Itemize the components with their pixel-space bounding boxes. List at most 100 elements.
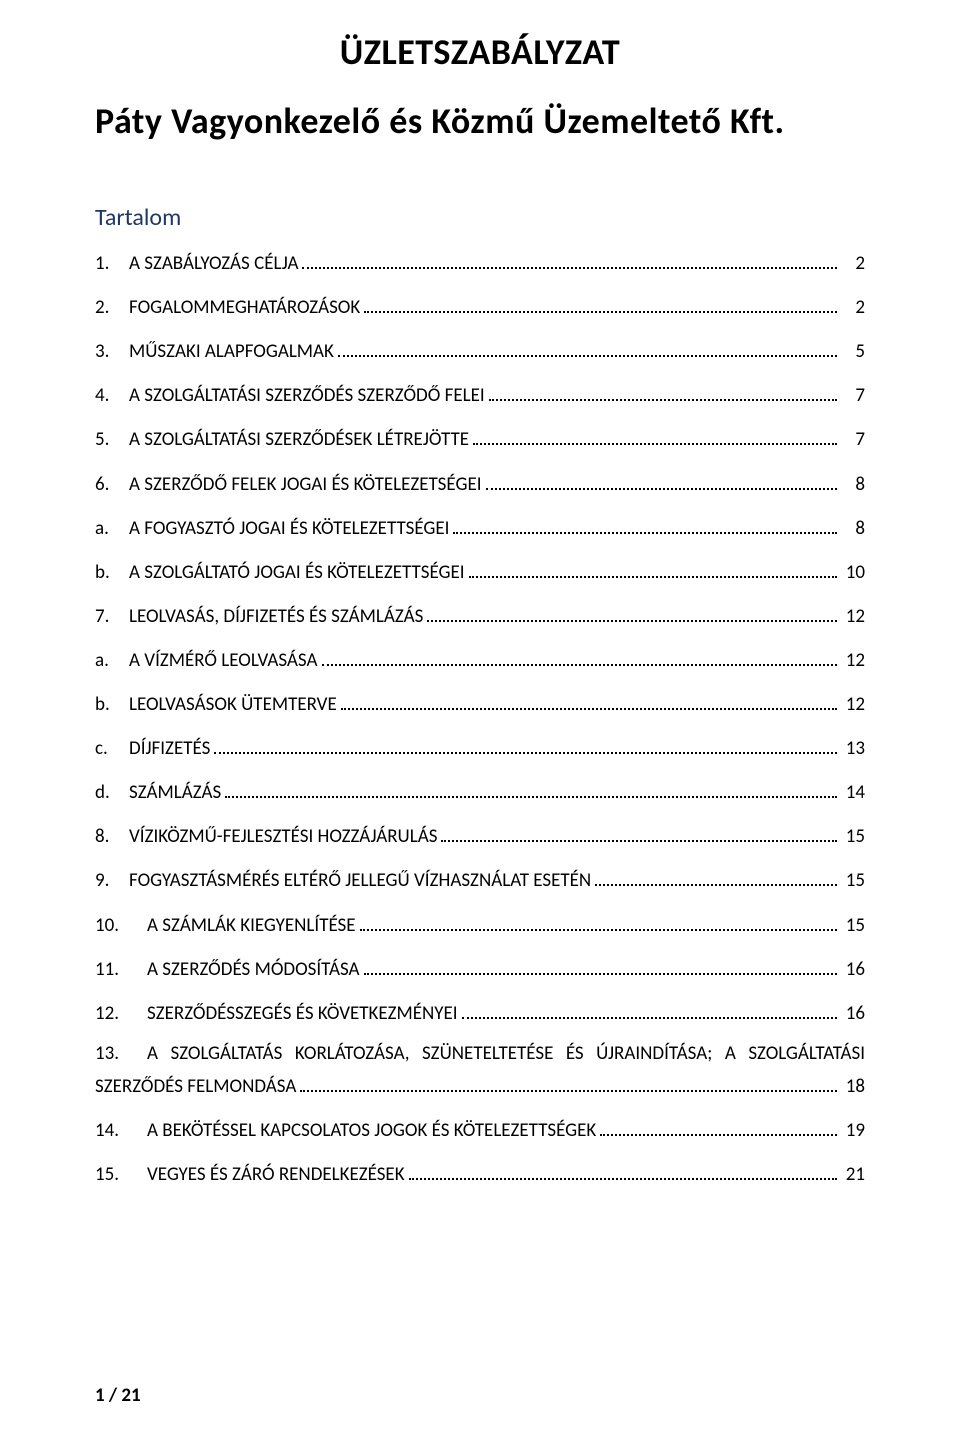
toc-row: 11.A SZERZŐDÉS MÓDOSÍTÁSA 16 <box>95 956 865 979</box>
toc-row: 13.A SZOLGÁLTATÁS KORLÁTOZÁSA, SZÜNETELT… <box>95 1044 865 1096</box>
toc-page: 5 <box>841 342 865 361</box>
toc-prefix: 8. <box>95 827 129 846</box>
toc-row: 1.A SZABÁLYOZÁS CÉLJA 2 <box>95 250 865 273</box>
toc-label: A SZABÁLYOZÁS CÉLJA <box>129 254 298 273</box>
toc-row: 9.FOGYASZTÁSMÉRÉS ELTÉRŐ JELLEGŰ VÍZHASZ… <box>95 867 865 890</box>
toc-row: 8.VÍZIKÖZMŰ-FEJLESZTÉSI HOZZÁJÁRULÁS 15 <box>95 823 865 846</box>
toc-label: A VÍZMÉRŐ LEOLVASÁSA <box>129 651 318 670</box>
toc-label: FOGYASZTÁSMÉRÉS ELTÉRŐ JELLEGŰ VÍZHASZNÁ… <box>129 871 591 890</box>
page-title-main: ÜZLETSZABÁLYZAT <box>95 30 865 74</box>
toc-prefix: 7. <box>95 607 129 626</box>
toc-page: 16 <box>841 960 865 979</box>
toc-leader-dots <box>462 1000 837 1019</box>
toc-prefix: 10. <box>95 916 147 935</box>
toc-label: A SZOLGÁLTATÁS KORLÁTOZÁSA, SZÜNETELTETÉ… <box>147 1044 865 1063</box>
toc-label: A SZÁMLÁK KIEGYENLÍTÉSE <box>147 916 356 935</box>
toc-leader-dots <box>600 1117 837 1136</box>
toc-prefix: c. <box>95 739 129 758</box>
toc-leader-dots <box>409 1161 837 1180</box>
toc-page: 7 <box>841 430 865 449</box>
toc-leader-dots <box>341 691 837 710</box>
toc-leader-dots <box>302 250 837 269</box>
toc-row: 5.A SZOLGÁLTATÁSI SZERZŐDÉSEK LÉTREJÖTTE… <box>95 426 865 449</box>
toc-prefix: d. <box>95 783 129 802</box>
toc-leader-dots <box>427 603 837 622</box>
toc-page: 8 <box>841 519 865 538</box>
toc-row: a.A FOGYASZTÓ JOGAI ÉS KÖTELEZETTSÉGEI 8 <box>95 515 865 538</box>
toc-row: 2.FOGALOMMEGHATÁROZÁSOK 2 <box>95 294 865 317</box>
toc-label: A SZOLGÁLTATÁSI SZERZŐDÉS SZERZŐDŐ FELEI <box>129 386 485 405</box>
toc-prefix: b. <box>95 563 129 582</box>
toc-row: 15.VEGYES ÉS ZÁRÓ RENDELKEZÉSEK 21 <box>95 1161 865 1184</box>
toc-leader-dots <box>214 735 837 754</box>
toc-prefix: 14. <box>95 1121 147 1140</box>
toc-leader-dots <box>364 956 837 975</box>
toc-row: 4.A SZOLGÁLTATÁSI SZERZŐDÉS SZERZŐDŐ FEL… <box>95 382 865 405</box>
toc-leader-dots <box>338 338 837 357</box>
toc-label: SZERZŐDÉSSZEGÉS ÉS KÖVETKEZMÉNYEI <box>147 1004 458 1023</box>
toc-leader-dots <box>441 823 837 842</box>
toc-prefix: a. <box>95 519 129 538</box>
toc-page: 2 <box>841 254 865 273</box>
toc-leader-dots <box>486 470 837 489</box>
toc-label: A SZERZŐDÉS MÓDOSÍTÁSA <box>147 960 360 979</box>
toc-prefix: 12. <box>95 1004 147 1023</box>
toc-row: 12.SZERZŐDÉSSZEGÉS ÉS KÖVETKEZMÉNYEI 16 <box>95 1000 865 1023</box>
toc-page: 18 <box>841 1077 865 1096</box>
toc-prefix: 11. <box>95 960 147 979</box>
toc-prefix: b. <box>95 695 129 714</box>
toc-page: 15 <box>841 871 865 890</box>
toc-page: 2 <box>841 298 865 317</box>
toc-prefix: 5. <box>95 430 129 449</box>
toc-label: DÍJFIZETÉS <box>129 739 210 758</box>
page-title-sub: Páty Vagyonkezelő és Közmű Üzemeltető Kf… <box>95 99 865 143</box>
toc-row: b.LEOLVASÁSOK ÜTEMTERVE 12 <box>95 691 865 714</box>
toc-leader-dots <box>469 559 837 578</box>
toc-row: 14.A BEKÖTÉSSEL KAPCSOLATOS JOGOK ÉS KÖT… <box>95 1117 865 1140</box>
toc-prefix: 2. <box>95 298 129 317</box>
toc-label: FOGALOMMEGHATÁROZÁSOK <box>129 298 360 317</box>
toc-prefix: 3. <box>95 342 129 361</box>
toc-prefix: 1. <box>95 254 129 273</box>
toc-row: 3.MŰSZAKI ALAPFOGALMAK 5 <box>95 338 865 361</box>
toc-leader-dots <box>300 1073 837 1092</box>
toc-row: c.DÍJFIZETÉS 13 <box>95 735 865 758</box>
toc-leader-dots <box>595 867 837 886</box>
toc-page: 15 <box>841 827 865 846</box>
toc-leader-dots <box>473 426 837 445</box>
page-footer: 1 / 21 <box>95 1384 141 1407</box>
toc-leader-dots <box>322 647 837 666</box>
toc-page: 8 <box>841 475 865 494</box>
toc-label: A BEKÖTÉSSEL KAPCSOLATOS JOGOK ÉS KÖTELE… <box>147 1121 596 1140</box>
toc-label: A FOGYASZTÓ JOGAI ÉS KÖTELEZETTSÉGEI <box>129 519 449 538</box>
toc-prefix: 15. <box>95 1165 147 1184</box>
toc-page: 19 <box>841 1121 865 1140</box>
toc-label: LEOLVASÁSOK ÜTEMTERVE <box>129 695 337 714</box>
toc-leader-dots <box>360 911 837 930</box>
toc-page: 15 <box>841 916 865 935</box>
toc-leader-dots <box>225 779 837 798</box>
toc-prefix: 6. <box>95 475 129 494</box>
toc-label: MŰSZAKI ALAPFOGALMAK <box>129 342 334 361</box>
toc-label: A SZERZŐDŐ FELEK JOGAI ÉS KÖTELEZETSÉGEI <box>129 475 482 494</box>
toc-page: 7 <box>841 386 865 405</box>
toc-prefix: a. <box>95 651 129 670</box>
toc-page: 21 <box>841 1165 865 1184</box>
document-page: ÜZLETSZABÁLYZAT Páty Vagyonkezelő és Köz… <box>0 0 960 1437</box>
toc-page: 12 <box>841 651 865 670</box>
toc-row: 7.LEOLVASÁS, DÍJFIZETÉS ÉS SZÁMLÁZÁS 12 <box>95 603 865 626</box>
toc-prefix: 13. <box>95 1044 147 1063</box>
toc-label: VÍZIKÖZMŰ-FEJLESZTÉSI HOZZÁJÁRULÁS <box>129 827 437 846</box>
toc-row: d.SZÁMLÁZÁS 14 <box>95 779 865 802</box>
toc-label: LEOLVASÁS, DÍJFIZETÉS ÉS SZÁMLÁZÁS <box>129 607 423 626</box>
toc-page: 12 <box>841 607 865 626</box>
toc-prefix: 9. <box>95 871 129 890</box>
toc-label: A SZOLGÁLTATÓ JOGAI ÉS KÖTELEZETTSÉGEI <box>129 563 465 582</box>
toc-page: 14 <box>841 783 865 802</box>
toc-label: SZERZŐDÉS FELMONDÁSA <box>95 1077 296 1096</box>
toc-prefix: 4. <box>95 386 129 405</box>
toc-list: 1.A SZABÁLYOZÁS CÉLJA 22.FOGALOMMEGHATÁR… <box>95 250 865 1184</box>
toc-row: 6.A SZERZŐDŐ FELEK JOGAI ÉS KÖTELEZETSÉG… <box>95 470 865 493</box>
toc-page: 13 <box>841 739 865 758</box>
toc-leader-dots <box>489 382 837 401</box>
